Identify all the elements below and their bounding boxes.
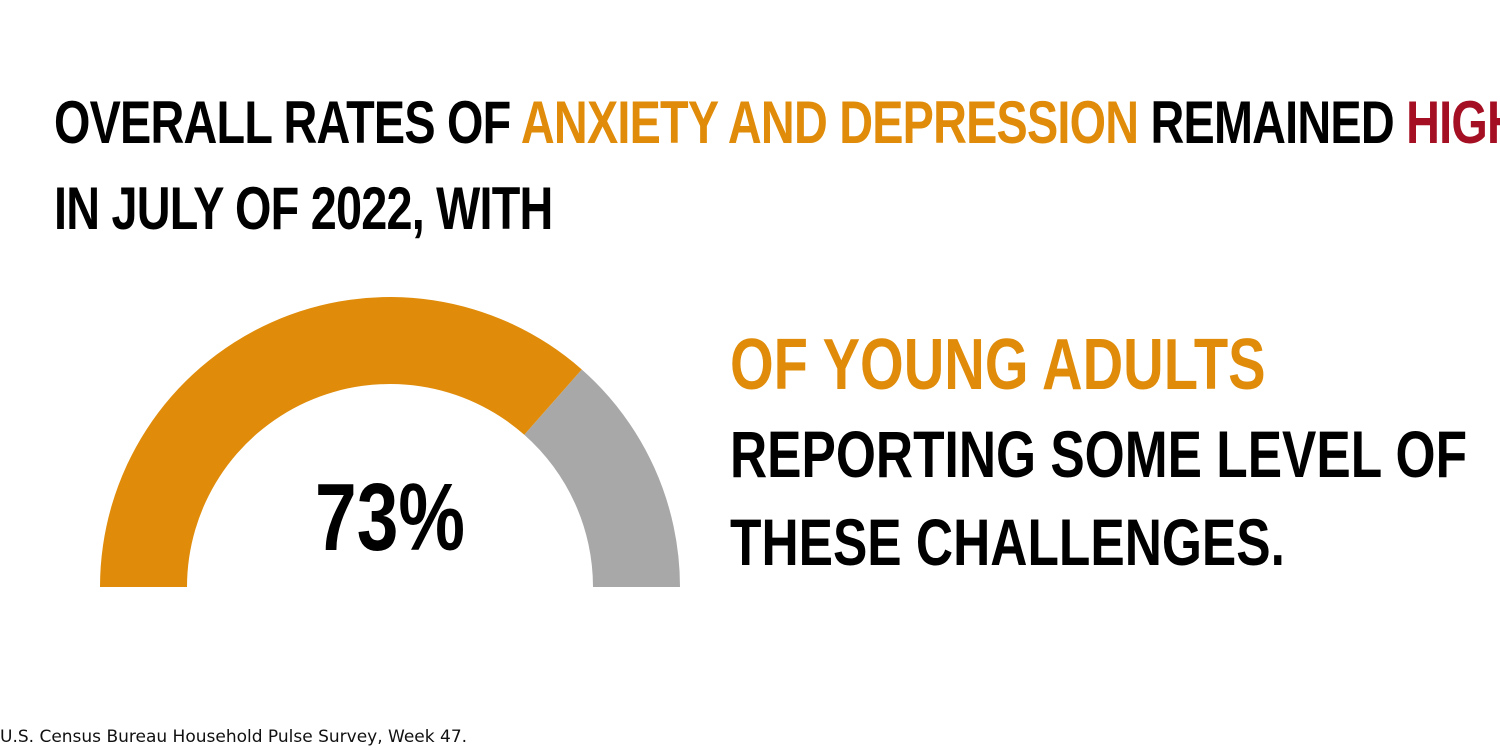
gauge-value-arc	[100, 297, 582, 587]
gauge-value-label: 73%	[315, 464, 465, 571]
headline-line-2: IN JULY OF 2022, WITH	[54, 175, 553, 242]
gauge-remainder-arc	[524, 369, 680, 587]
gauge-chart: 73%	[100, 297, 680, 587]
headline-text-remained: REMAINED	[1138, 89, 1407, 156]
statement-line-2: THESE CHALLENGES.	[730, 505, 1285, 579]
headline-text-overall: OVERALL RATES OF	[54, 89, 521, 156]
statement-line-1: REPORTING SOME LEVEL OF	[730, 417, 1468, 491]
headline: OVERALL RATES OF ANXIETY AND DEPRESSION …	[54, 80, 1500, 252]
headline-text-anxiety-depression: ANXIETY AND DEPRESSION	[520, 89, 1139, 156]
headline-line-1: OVERALL RATES OF ANXIETY AND DEPRESSION …	[54, 80, 1500, 166]
statement-accent-line: OF YOUNG ADULTS	[730, 325, 1266, 405]
source-note: U.S. Census Bureau Household Pulse Surve…	[0, 727, 468, 747]
statement: OF YOUNG ADULTS REPORTING SOME LEVEL OF …	[730, 320, 1467, 586]
headline-text-high: HIGH	[1406, 89, 1500, 156]
